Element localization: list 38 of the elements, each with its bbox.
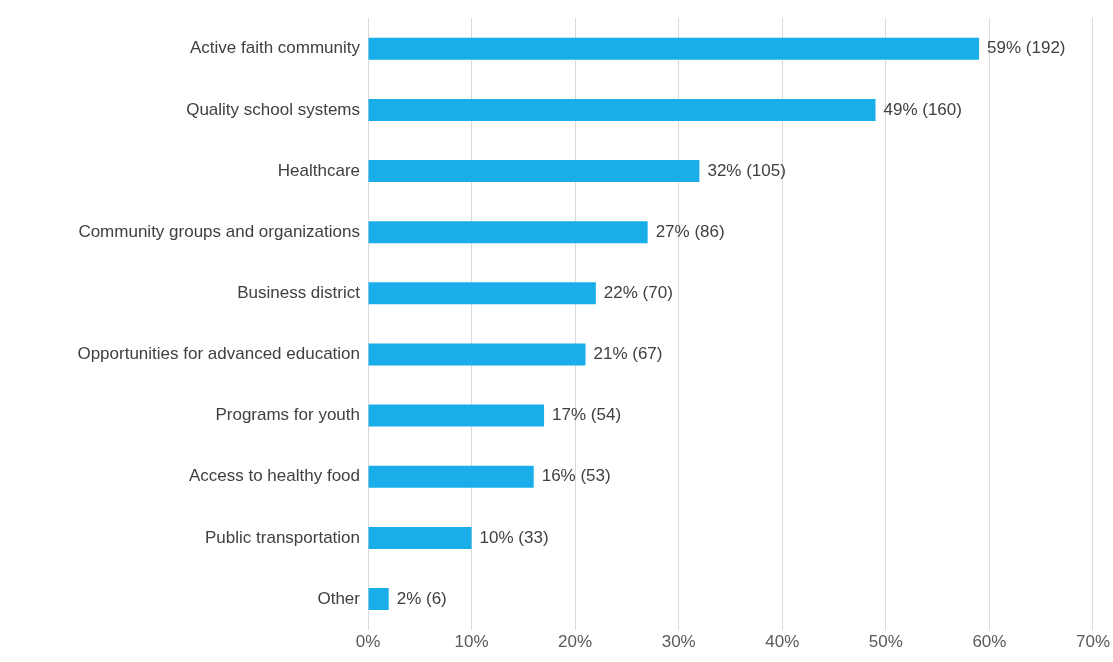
y-tick-label: Other bbox=[317, 588, 361, 608]
bar bbox=[368, 526, 472, 549]
bar bbox=[368, 343, 586, 366]
y-tick-label: Business district bbox=[237, 283, 361, 303]
x-tick-label: 20% bbox=[558, 632, 593, 652]
data-label: 27% (86) bbox=[655, 221, 725, 241]
x-tick-label: 70% bbox=[1075, 632, 1110, 652]
bar bbox=[368, 37, 980, 60]
x-tick-label: 0% bbox=[355, 632, 381, 652]
data-label: 21% (67) bbox=[593, 344, 663, 364]
y-tick-label: Opportunities for advanced education bbox=[77, 344, 360, 364]
x-tick-label: 50% bbox=[868, 632, 903, 652]
bar bbox=[368, 160, 700, 183]
y-tick-label: Access to healthy food bbox=[188, 466, 360, 486]
data-label: 32% (105) bbox=[707, 160, 786, 180]
data-label: 10% (33) bbox=[479, 527, 549, 547]
bar bbox=[368, 282, 596, 305]
x-tick-label: 60% bbox=[972, 632, 1007, 652]
bar bbox=[368, 465, 534, 488]
data-label: 16% (53) bbox=[541, 466, 611, 486]
y-tick-label: Public transportation bbox=[205, 527, 360, 547]
y-tick-label: Healthcare bbox=[277, 160, 360, 180]
y-tick-label: Programs for youth bbox=[215, 405, 360, 425]
x-tick-label: 10% bbox=[454, 632, 489, 652]
x-tick-label: 30% bbox=[661, 632, 696, 652]
bar bbox=[368, 404, 545, 427]
x-tick-label: 40% bbox=[765, 632, 800, 652]
bar bbox=[368, 588, 389, 611]
y-tick-label: Active faith community bbox=[189, 38, 361, 58]
data-label: 59% (192) bbox=[987, 38, 1066, 58]
y-tick-label: Community groups and organizations bbox=[78, 221, 360, 241]
data-label: 22% (70) bbox=[603, 283, 673, 303]
data-label: 2% (6) bbox=[396, 588, 447, 608]
bar bbox=[368, 98, 876, 121]
y-tick-label: Quality school systems bbox=[186, 99, 360, 119]
data-label: 49% (160) bbox=[883, 99, 962, 119]
data-label: 17% (54) bbox=[552, 405, 622, 425]
bar bbox=[368, 221, 648, 244]
